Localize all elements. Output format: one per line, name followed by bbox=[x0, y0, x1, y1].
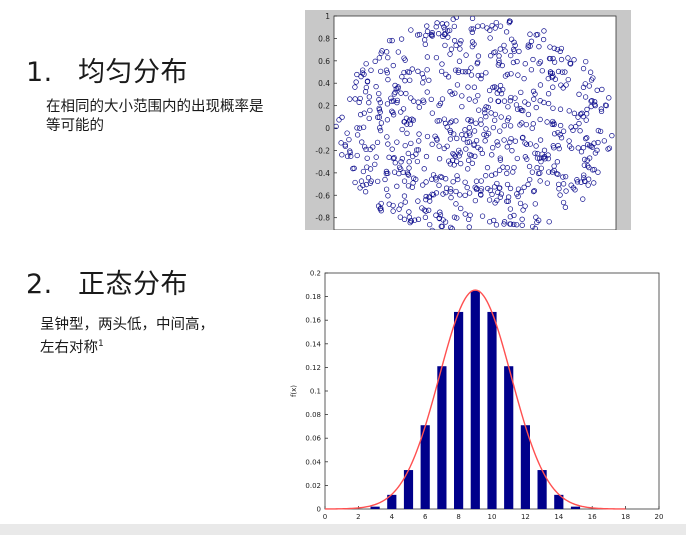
section1-number: 1. bbox=[26, 57, 78, 88]
bar-x-tick-label: 16 bbox=[588, 513, 597, 521]
bar-y-tick-label: 0.02 bbox=[305, 482, 321, 490]
normal-distribution-figure: 0 0.02 0.04 0.06 0.08 0.1 0.12 0.14 0.16 0.18 0.2 0… bbox=[284, 268, 674, 535]
bar bbox=[487, 312, 496, 509]
bar-x-tick-label: 18 bbox=[621, 513, 630, 521]
section2-heading: 2.正态分布 bbox=[26, 262, 188, 301]
section2-title: 正态分布 bbox=[78, 269, 188, 300]
bar-x-tick-label: 12 bbox=[521, 513, 530, 521]
bar-y-tick-label: 0.18 bbox=[305, 293, 321, 301]
bar-y-axis-label: f(x) bbox=[290, 385, 298, 397]
bar-x-tick-label: 0 bbox=[323, 513, 327, 521]
bar-y-tick-label: 0.12 bbox=[305, 364, 321, 372]
scatter-y-tick-label: 0.8 bbox=[318, 34, 330, 43]
uniform-scatter-plot: 1 0.8 0.6 0.4 0.2 0 -0.2 -0.4 -0.6 -0.8 bbox=[305, 10, 631, 230]
scatter-y-tick-label: 0.2 bbox=[318, 102, 330, 111]
bar-x-tick-label: 10 bbox=[488, 513, 497, 521]
bar-y-tick-label: 0.08 bbox=[305, 411, 321, 419]
section2-number: 2. bbox=[26, 269, 78, 300]
bar-x-tick-label: 20 bbox=[655, 513, 664, 521]
scatter-y-tick-label: -0.2 bbox=[315, 146, 330, 155]
bar bbox=[571, 507, 580, 509]
section1-title: 均匀分布 bbox=[78, 57, 188, 88]
bar-x-tick-label: 8 bbox=[456, 513, 460, 521]
bar-x-tick-label: 2 bbox=[356, 513, 360, 521]
bar-x-tick-label: 4 bbox=[390, 513, 395, 521]
scatter-y-tick-label: 1 bbox=[325, 12, 330, 21]
section2-description-line2: 左右对称 bbox=[40, 340, 98, 356]
bar-x-tick-label: 6 bbox=[423, 513, 428, 521]
section2-description: 呈钟型，两头低，中间高， 左右对称1 bbox=[40, 316, 270, 358]
scatter-y-tick-label: 0 bbox=[325, 124, 330, 133]
bar bbox=[454, 312, 463, 509]
bar bbox=[371, 507, 380, 509]
bar-y-tick-label: 0.06 bbox=[305, 435, 321, 443]
scatter-plot-area bbox=[334, 16, 616, 230]
bar bbox=[504, 366, 513, 509]
bar-x-tick-label: 14 bbox=[554, 513, 563, 521]
section1-description: 在相同的大小范围内的出现概率是等可能的 bbox=[46, 98, 268, 136]
section2-description-line2-wrap: 左右对称1 bbox=[40, 335, 270, 358]
bar-y-tick-label: 0.16 bbox=[305, 317, 321, 325]
section1-heading: 1.均匀分布 bbox=[26, 50, 188, 89]
scatter-y-tick-label: 0.4 bbox=[318, 79, 330, 88]
bar-y-tick-label: 0.04 bbox=[305, 458, 321, 466]
bar bbox=[471, 291, 480, 509]
bar bbox=[437, 366, 446, 509]
scatter-y-tick-label: -0.6 bbox=[315, 191, 330, 200]
scatter-y-tick-label: 0.6 bbox=[318, 57, 330, 66]
bar-y-tick-label: 0.2 bbox=[310, 270, 321, 278]
scatter-y-tick-label: -0.4 bbox=[315, 169, 330, 178]
scatter-y-tick-label: -0.8 bbox=[315, 214, 330, 223]
footnote-marker: 1 bbox=[98, 339, 104, 349]
normal-distribution-chart: 0 0.02 0.04 0.06 0.08 0.1 0.12 0.14 0.16 0.18 0.2 0… bbox=[284, 268, 674, 535]
bar-y-tick-label: 0.14 bbox=[305, 340, 321, 348]
section2-description-line1: 呈钟型，两头低，中间高， bbox=[40, 316, 270, 335]
bar-y-tick-label: 0.1 bbox=[310, 388, 321, 396]
uniform-scatter-figure: 1 0.8 0.6 0.4 0.2 0 -0.2 -0.4 -0.6 -0.8 bbox=[305, 10, 631, 230]
bottom-bar bbox=[0, 524, 686, 535]
bar-y-tick-label: 0 bbox=[317, 506, 321, 514]
